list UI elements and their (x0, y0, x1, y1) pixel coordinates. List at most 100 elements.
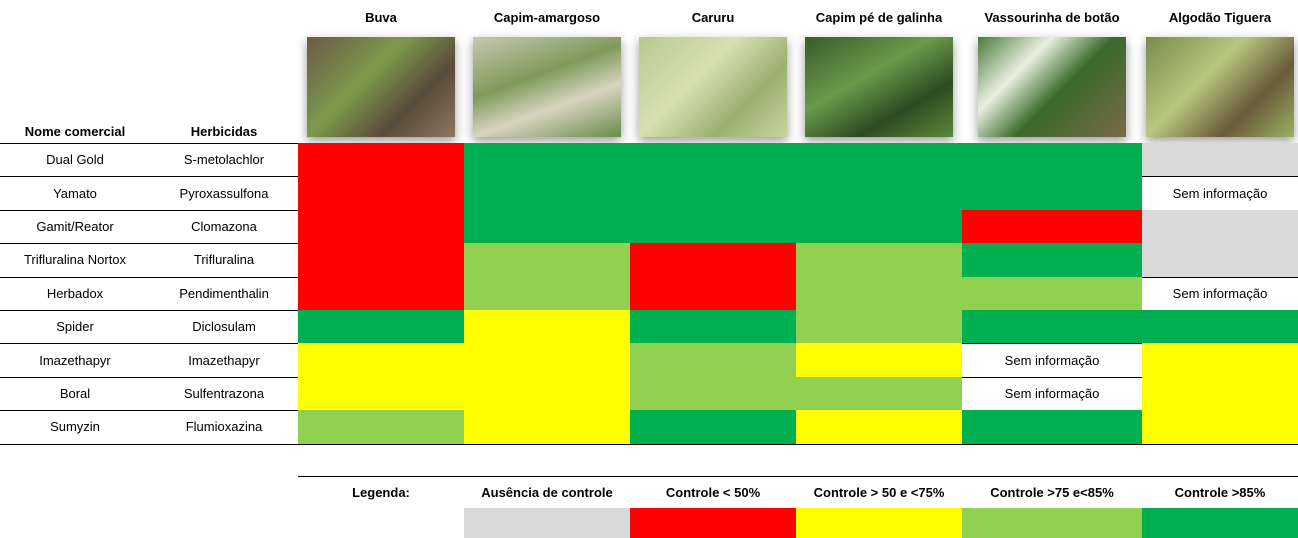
control-cell (464, 410, 630, 444)
control-cell (464, 243, 630, 277)
control-cell (464, 376, 630, 411)
weed-name: Capim pé de galinha (815, 9, 943, 25)
control-cell (298, 176, 464, 210)
active-ingredient: S-metolachlor (183, 152, 265, 168)
legend-swatch (796, 508, 962, 538)
control-cell (298, 143, 464, 177)
control-cell: Sem informação (1172, 185, 1268, 201)
legend-swatch (962, 508, 1142, 538)
control-cell (796, 276, 962, 310)
weed-name: Buva (365, 9, 397, 25)
active-ingredient: Flumioxazina (185, 419, 263, 435)
herbicide-name: Sumyzin (50, 419, 100, 435)
control-cell (796, 376, 962, 411)
herbicide-name: Imazethapyr (39, 352, 111, 368)
control-cell (630, 143, 796, 177)
control-cell (630, 209, 796, 244)
control-cell (630, 276, 796, 310)
legend-swatch (464, 508, 630, 538)
control-cell (1142, 376, 1298, 411)
active-ingredient: Clomazona (191, 218, 257, 234)
legend-label: Controle >75 e<85% (990, 484, 1114, 500)
control-cell (796, 243, 962, 277)
legend-label: Controle < 50% (665, 484, 761, 500)
control-cell (796, 209, 962, 244)
control-cell (464, 209, 630, 244)
active-ingredient: Trifluralina (193, 252, 255, 268)
control-cell (962, 310, 1142, 344)
control-cell (298, 410, 464, 444)
legend-label: Controle >85% (1174, 484, 1266, 500)
active-ingredient: Diclosulam (192, 319, 256, 335)
control-cell (630, 176, 796, 210)
control-cell (1142, 243, 1298, 277)
control-cell (796, 310, 962, 344)
control-cell (298, 243, 464, 277)
herbicide-name: Trifluralina Nortox (23, 252, 127, 268)
legend-label: Controle > 50 e <75% (813, 484, 945, 500)
control-cell: Sem informação (1004, 352, 1100, 368)
control-cell (796, 410, 962, 444)
weed-photo (473, 37, 621, 137)
control-cell (630, 343, 796, 377)
control-cell (1142, 143, 1298, 177)
active-ingredient: Sulfentrazona (183, 385, 265, 401)
weed-name: Algodão Tiguera (1168, 9, 1272, 25)
legend-swatch (1142, 508, 1298, 538)
control-cell (1142, 209, 1298, 244)
control-cell (1142, 310, 1298, 344)
active-ingredient: Pendimenthalin (179, 285, 269, 301)
col-header: Herbicidas (190, 123, 258, 139)
weed-name: Caruru (691, 9, 735, 25)
weed-photo (1146, 37, 1294, 137)
weed-photo (307, 37, 455, 137)
control-cell (464, 276, 630, 310)
control-cell (962, 276, 1142, 310)
herbicide-name: Spider (56, 319, 94, 335)
control-cell (298, 276, 464, 310)
herbicide-name: Dual Gold (46, 152, 104, 168)
weed-photo (978, 37, 1126, 137)
control-cell (796, 343, 962, 377)
weed-name: Capim-amargoso (493, 9, 601, 25)
col-header: Nome comercial (24, 123, 126, 139)
legend-line (298, 476, 1298, 477)
herbicide-name: Boral (59, 385, 91, 401)
control-cell (298, 209, 464, 244)
row-line (0, 443, 1298, 445)
active-ingredient: Pyroxassulfona (179, 185, 269, 201)
control-cell (1142, 343, 1298, 377)
weed-photo (639, 37, 787, 137)
control-cell (464, 143, 630, 177)
control-cell (1142, 410, 1298, 444)
control-cell (298, 310, 464, 344)
herbicide-name: Gamit/Reator (36, 218, 114, 234)
control-cell (962, 209, 1142, 244)
control-cell (630, 310, 796, 344)
legend-swatch (630, 508, 796, 538)
control-cell (962, 243, 1142, 277)
control-cell: Sem informação (1172, 285, 1268, 301)
control-cell (962, 176, 1142, 210)
control-cell (464, 310, 630, 344)
control-cell (630, 376, 796, 411)
herbicide-name: Herbadox (46, 285, 104, 301)
legend-label: Ausência de controle (481, 484, 613, 500)
control-cell (298, 343, 464, 377)
control-cell (796, 143, 962, 177)
herbicide-name: Yamato (53, 185, 97, 201)
control-cell (796, 176, 962, 210)
active-ingredient: Imazethapyr (188, 352, 260, 368)
weed-photo (805, 37, 953, 137)
control-cell (962, 410, 1142, 444)
legend-title: Legenda: (352, 484, 410, 500)
control-cell (630, 243, 796, 277)
control-cell (298, 376, 464, 411)
control-cell (962, 143, 1142, 177)
control-cell: Sem informação (1004, 385, 1100, 401)
weed-name: Vassourinha de botão (984, 9, 1120, 25)
control-cell (630, 410, 796, 444)
control-cell (464, 343, 630, 377)
control-cell (464, 176, 630, 210)
